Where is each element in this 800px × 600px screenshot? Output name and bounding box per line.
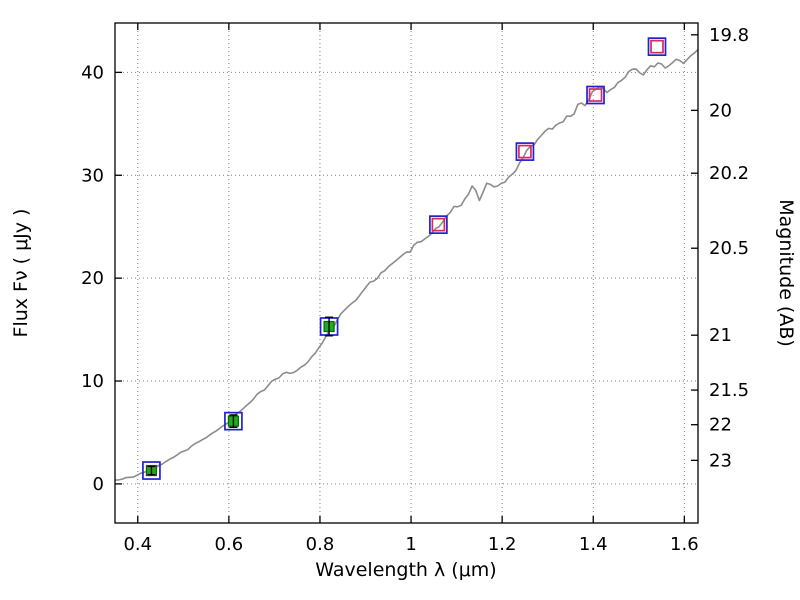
x-tick-label: 0.8 [306, 534, 335, 555]
marker-layer [142, 37, 667, 480]
axis-layer: 0.4 0.6 0.8 1 1.2 1.4 1.6 0 10 20 30 40 19.8 20 20.2 20… [81, 22, 749, 555]
magnitude-tick-label: 22 [709, 415, 732, 436]
blue-square-marker [142, 461, 161, 480]
magnitude-tick-label: 21.5 [709, 380, 749, 401]
x-tick-label: 0.4 [123, 534, 152, 555]
magnitude-tick-label: 20 [709, 100, 732, 121]
magnitude-tick-label: 20.2 [709, 163, 749, 184]
blue-square-marker [647, 37, 667, 57]
blue-square-marker [429, 215, 448, 234]
model-spectrum-line [115, 48, 698, 481]
blue-square-marker [224, 411, 243, 431]
magnitude-tick-label: 21 [709, 325, 732, 346]
magnitude-tick-label: 23 [709, 450, 732, 471]
x-tick-label: 1 [405, 534, 416, 555]
grid-layer [115, 23, 698, 523]
plot-frame [114, 22, 699, 524]
x-tick-label: 0.6 [215, 534, 244, 555]
x-tick-label: 1.4 [579, 534, 608, 555]
magenta-square-marker [650, 39, 664, 54]
x-tick-label: 1.6 [670, 534, 699, 555]
blue-square-marker [515, 142, 535, 161]
magnitude-tick-label: 20.5 [709, 238, 749, 259]
y-tick-label: 30 [81, 165, 104, 186]
magnitude-tick-label: 19.8 [709, 25, 749, 46]
y-axis-label-right: Magnitude (AB) [775, 199, 797, 347]
x-tick-label: 1.2 [488, 534, 517, 555]
magenta-square-marker [431, 217, 446, 232]
y-tick-label: 20 [81, 268, 104, 289]
x-axis-label: Wavelength λ (μm) [315, 559, 496, 581]
y-axis-label-left: Flux Fν ( μJy ) [10, 209, 32, 338]
magenta-square-marker [518, 144, 532, 159]
blue-square-marker [586, 85, 605, 105]
data-layer [115, 48, 698, 481]
y-tick-label: 40 [81, 62, 104, 83]
magenta-square-marker [588, 88, 603, 102]
y-tick-label: 0 [93, 474, 104, 495]
y-tick-label: 10 [81, 371, 104, 392]
